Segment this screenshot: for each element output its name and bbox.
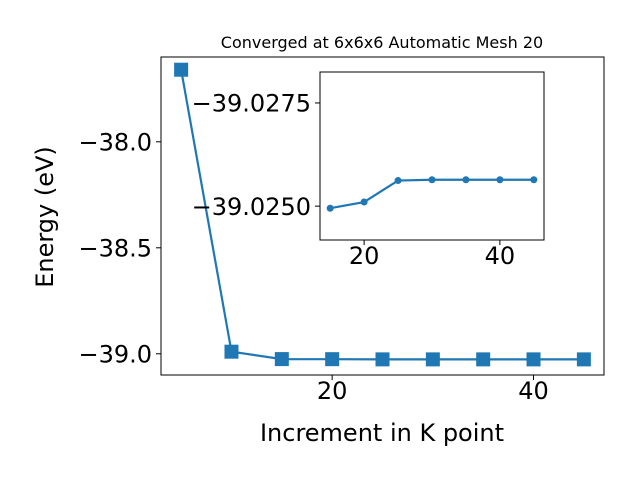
inset-data-point — [394, 177, 402, 185]
chart-title: Converged at 6x6x6 Automatic Mesh 20 — [221, 33, 543, 52]
main-data-point — [476, 352, 491, 367]
inset-data-point — [360, 198, 368, 206]
main-data-point — [174, 62, 189, 77]
inset-x-tick-label: 40 — [485, 242, 516, 270]
y-axis-label: Energy (eV) — [31, 146, 59, 288]
main-data-point — [224, 344, 239, 359]
main-data-point — [375, 352, 390, 367]
inset-y-tick-label: −39.0250 — [192, 193, 311, 221]
x-axis-label: Increment in K point — [260, 419, 504, 447]
main-data-point — [576, 352, 591, 367]
inset-data-point — [530, 176, 538, 184]
inset-x-tick-label: 20 — [349, 242, 380, 270]
main-data-point — [425, 352, 440, 367]
main-y-tick-label: −38.5 — [78, 234, 152, 262]
inset-data-point — [326, 204, 334, 212]
inset-frame — [319, 71, 545, 241]
inset-data-point — [428, 176, 436, 184]
main-y-tick-label: −38.0 — [78, 128, 152, 156]
main-data-point — [325, 352, 340, 367]
main-data-point — [274, 352, 289, 367]
inset-data-point — [462, 176, 470, 184]
main-data-point — [526, 352, 541, 367]
main-x-tick-label: 20 — [317, 377, 348, 405]
inset-data-point — [496, 176, 504, 184]
main-y-tick-label: −39.0 — [78, 340, 152, 368]
inset-plot-area: 20 40 −39.0275 −39.0250 — [192, 71, 545, 270]
inset-y-tick-label: −39.0275 — [192, 90, 311, 118]
main-x-tick-label: 40 — [518, 377, 549, 405]
